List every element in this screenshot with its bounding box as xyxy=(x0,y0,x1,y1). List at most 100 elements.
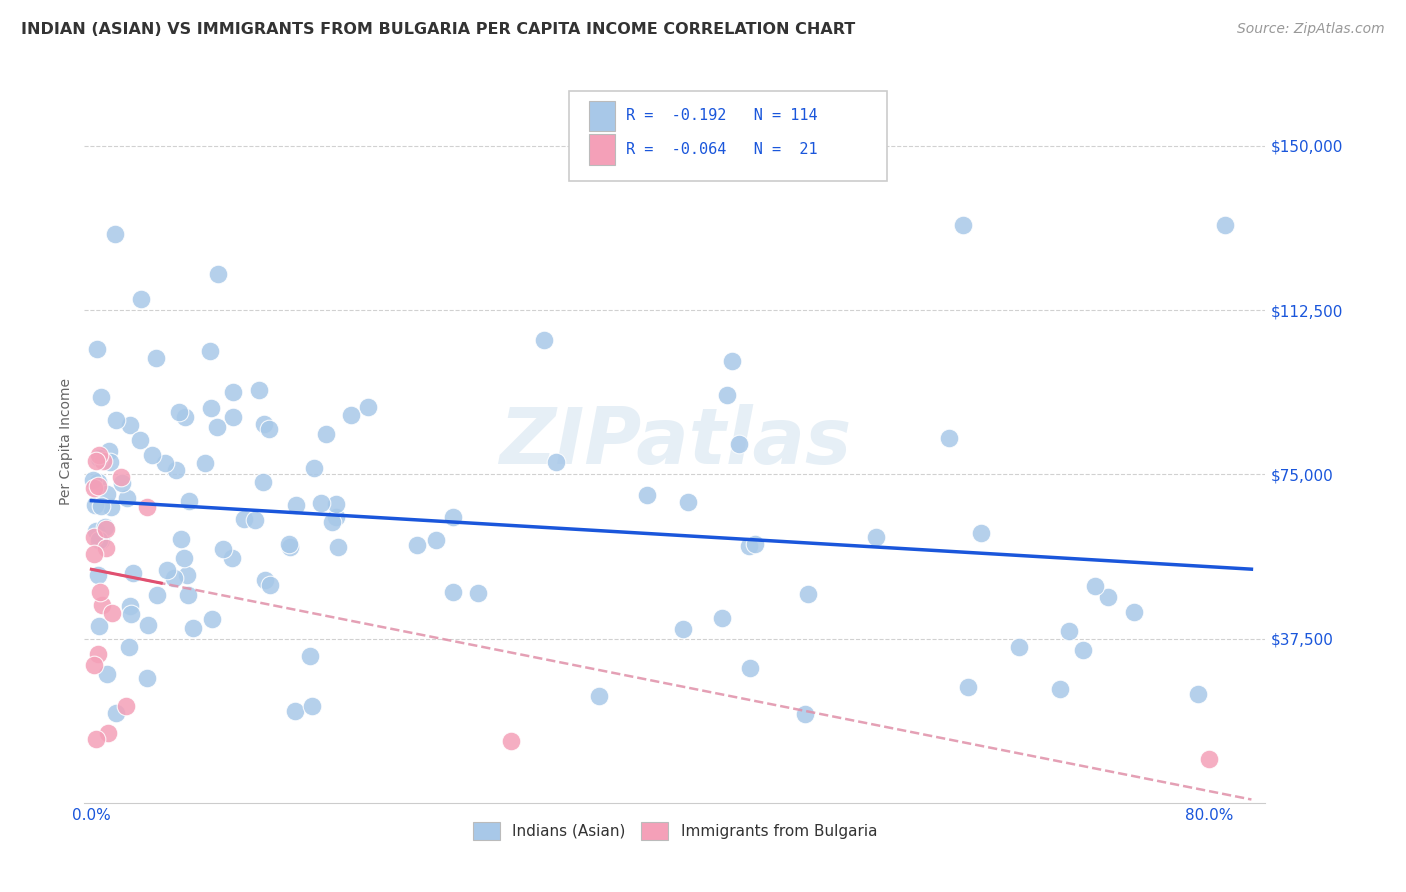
Point xyxy=(212,542,235,557)
Point xyxy=(165,462,187,476)
Point xyxy=(110,470,132,484)
Text: Source: ZipAtlas.com: Source: ZipAtlas.com xyxy=(1237,22,1385,37)
Point xyxy=(243,513,266,527)
Point xyxy=(247,383,270,397)
Point xyxy=(120,599,142,613)
Point xyxy=(122,566,145,580)
Point xyxy=(738,539,761,553)
Point xyxy=(118,417,141,432)
Text: R =  -0.192   N = 114: R = -0.192 N = 114 xyxy=(627,108,818,123)
Point xyxy=(738,661,761,675)
Point xyxy=(87,647,110,661)
Point xyxy=(104,413,127,427)
Point xyxy=(91,598,114,612)
Point xyxy=(87,479,110,493)
Point xyxy=(406,538,429,552)
Point xyxy=(284,705,307,719)
Point xyxy=(84,524,107,539)
Point xyxy=(546,454,568,468)
Point xyxy=(145,351,167,365)
Point xyxy=(141,448,163,462)
Point xyxy=(1215,218,1237,232)
Point xyxy=(91,454,114,468)
Point xyxy=(1187,687,1209,701)
Point xyxy=(284,498,307,512)
Point xyxy=(207,267,229,281)
Point xyxy=(298,648,321,663)
Point xyxy=(938,431,960,445)
Point xyxy=(135,671,157,685)
Point xyxy=(636,488,658,502)
Point xyxy=(129,434,152,448)
Point xyxy=(1049,681,1071,696)
Point xyxy=(104,227,127,242)
Point xyxy=(156,563,179,577)
Point xyxy=(499,734,522,748)
Point xyxy=(110,476,132,491)
Point xyxy=(357,400,380,414)
Point xyxy=(146,588,169,602)
Point xyxy=(136,618,159,632)
Point xyxy=(83,481,105,495)
Point xyxy=(952,218,974,232)
Point xyxy=(340,409,363,423)
Point xyxy=(198,344,221,359)
Point xyxy=(96,486,118,500)
Point xyxy=(176,568,198,582)
Point xyxy=(1008,640,1031,654)
Point xyxy=(98,455,121,469)
FancyBboxPatch shape xyxy=(568,91,887,181)
Point xyxy=(956,681,979,695)
Point xyxy=(1071,642,1094,657)
Point xyxy=(865,530,887,544)
FancyBboxPatch shape xyxy=(589,135,614,165)
Point xyxy=(309,496,332,510)
Point xyxy=(200,401,222,415)
Point xyxy=(716,387,738,401)
Point xyxy=(676,494,699,508)
Point xyxy=(259,578,281,592)
Point xyxy=(136,500,159,515)
Text: INDIAN (ASIAN) VS IMMIGRANTS FROM BULGARIA PER CAPITA INCOME CORRELATION CHART: INDIAN (ASIAN) VS IMMIGRANTS FROM BULGAR… xyxy=(21,22,855,37)
Point xyxy=(1057,624,1080,638)
Point xyxy=(1084,579,1107,593)
Point xyxy=(205,420,228,434)
Point xyxy=(86,568,108,582)
Point xyxy=(177,494,200,508)
Point xyxy=(325,510,347,524)
Point xyxy=(727,437,749,451)
Point xyxy=(84,454,107,468)
Point xyxy=(744,536,766,550)
Point xyxy=(221,550,243,565)
Point xyxy=(301,698,323,713)
Point xyxy=(87,451,110,466)
Point xyxy=(94,522,117,536)
Point xyxy=(89,533,111,548)
Point xyxy=(304,460,326,475)
Legend: Indians (Asian), Immigrants from Bulgaria: Indians (Asian), Immigrants from Bulgari… xyxy=(467,816,883,846)
Point xyxy=(533,333,555,347)
Point xyxy=(1198,752,1220,766)
Point xyxy=(222,384,245,399)
Point xyxy=(970,525,993,540)
Point xyxy=(105,706,128,720)
Point xyxy=(97,444,120,458)
Point xyxy=(86,342,108,356)
Point xyxy=(721,354,744,368)
Point xyxy=(87,475,110,490)
Point xyxy=(173,551,195,566)
Point xyxy=(315,427,337,442)
Point xyxy=(90,500,112,514)
Point xyxy=(115,491,138,505)
Point xyxy=(425,533,447,547)
Point xyxy=(793,707,815,722)
Point xyxy=(177,588,200,602)
Point xyxy=(253,417,276,431)
Point xyxy=(710,611,733,625)
Point xyxy=(89,585,111,599)
Point xyxy=(117,640,139,655)
Point xyxy=(89,619,111,633)
Point xyxy=(83,530,105,544)
Point xyxy=(441,509,464,524)
Point xyxy=(89,448,111,462)
